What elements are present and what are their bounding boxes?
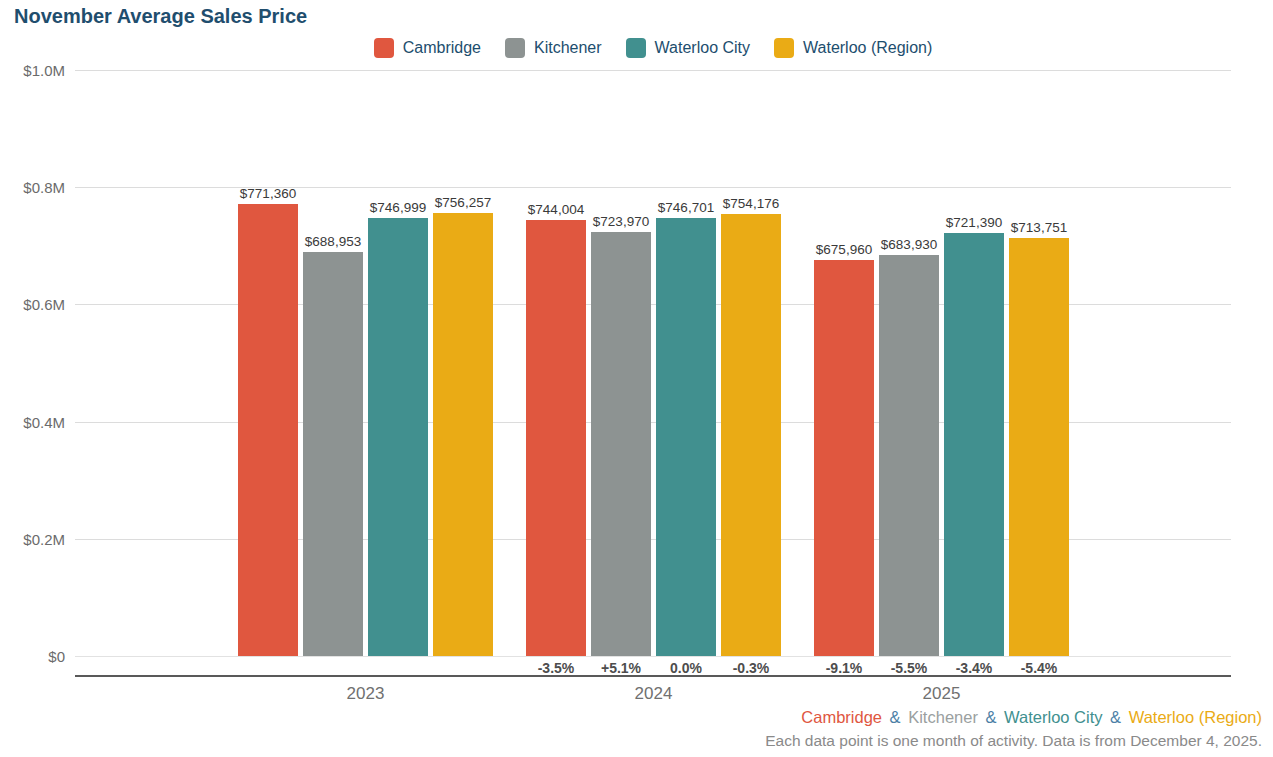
- bar-column: $721,390-3.4%: [944, 233, 1004, 656]
- y-axis-tick-label: $0.6M: [0, 296, 65, 313]
- bar-groups: $771,360$688,953$746,999$756,257$744,004…: [75, 70, 1231, 656]
- chart-footer: Cambridge & Kitchener & Waterloo City & …: [765, 708, 1262, 750]
- bar-column: $723,970+5.1%: [591, 232, 651, 656]
- bar-column: $688,953: [303, 252, 363, 656]
- bar-cambridge-2025[interactable]: [814, 260, 874, 656]
- footer-link-waterloo-city[interactable]: Waterloo City: [1004, 708, 1102, 726]
- bar-cambridge-2024[interactable]: [526, 220, 586, 656]
- legend-item-cambridge[interactable]: Cambridge: [374, 38, 481, 58]
- x-axis-category-label: 2024: [526, 684, 781, 704]
- bar-value-label: $713,751: [1011, 220, 1067, 235]
- pct-change-label: -9.1%: [826, 660, 863, 676]
- bar-value-label: $721,390: [946, 215, 1002, 230]
- bar-waterloo-region-2024[interactable]: [721, 214, 781, 656]
- chart-title: November Average Sales Price: [14, 5, 307, 28]
- bar-waterloo-region-2025[interactable]: [1009, 238, 1069, 656]
- y-axis-tick-label: $0.8M: [0, 179, 65, 196]
- y-axis-tick-label: $1.0M: [0, 62, 65, 79]
- chart-page: November Average Sales Price Cambridge Ki…: [0, 0, 1273, 757]
- bar-value-label: $771,360: [240, 186, 296, 201]
- y-axis: $1.0M$0.8M$0.6M$0.4M$0.2M$0: [0, 70, 65, 656]
- bar-group-2024: $744,004-3.5%$723,970+5.1%$746,7010.0%$7…: [526, 214, 781, 656]
- pct-change-label: -5.5%: [891, 660, 928, 676]
- bar-column: $744,004-3.5%: [526, 220, 586, 656]
- bar-kitchener-2025[interactable]: [879, 255, 939, 656]
- footer-separator: &: [882, 708, 908, 726]
- bar-column: $746,999: [368, 218, 428, 656]
- bar-group-2023: $771,360$688,953$746,999$756,257: [238, 204, 493, 656]
- legend-swatch-cambridge: [374, 38, 394, 58]
- footer-link-waterloo-region[interactable]: Waterloo (Region): [1129, 708, 1262, 726]
- bar-value-label: $756,257: [435, 195, 491, 210]
- plot-area: $771,360$688,953$746,999$756,257$744,004…: [75, 70, 1231, 656]
- bar-value-label: $723,970: [593, 214, 649, 229]
- pct-change-label: -3.5%: [538, 660, 575, 676]
- bar-column: $675,960-9.1%: [814, 260, 874, 656]
- bar-column: $746,7010.0%: [656, 218, 716, 656]
- bar-value-label: $754,176: [723, 196, 779, 211]
- bar-waterloo-city-2023[interactable]: [368, 218, 428, 656]
- pct-change-label: +5.1%: [601, 660, 641, 676]
- y-axis-tick-label: $0: [0, 648, 65, 665]
- pct-change-label: -0.3%: [733, 660, 770, 676]
- pct-change-label: -5.4%: [1021, 660, 1058, 676]
- x-axis-labels: 2023 2024 2025: [75, 684, 1231, 704]
- pct-change-label: 0.0%: [670, 660, 702, 676]
- footer-separator: &: [978, 708, 1004, 726]
- bar-column: $756,257: [433, 213, 493, 656]
- x-axis-category-label: 2023: [238, 684, 493, 704]
- bar-column: $713,751-5.4%: [1009, 238, 1069, 656]
- pct-change-label: -3.4%: [956, 660, 993, 676]
- legend-item-waterloo-region[interactable]: Waterloo (Region): [774, 38, 932, 58]
- footer-series-links: Cambridge & Kitchener & Waterloo City & …: [765, 708, 1262, 727]
- footer-link-cambridge[interactable]: Cambridge: [801, 708, 882, 726]
- legend-swatch-kitchener: [505, 38, 525, 58]
- footer-separator: &: [1103, 708, 1129, 726]
- y-axis-tick-label: $0.2M: [0, 530, 65, 547]
- bar-kitchener-2023[interactable]: [303, 252, 363, 656]
- y-axis-tick-label: $0.4M: [0, 413, 65, 430]
- legend-label: Cambridge: [403, 39, 481, 57]
- bar-waterloo-city-2025[interactable]: [944, 233, 1004, 656]
- bar-value-label: $746,999: [370, 200, 426, 215]
- bar-value-label: $675,960: [816, 242, 872, 257]
- bar-group-2025: $675,960-9.1%$683,930-5.5%$721,390-3.4%$…: [814, 233, 1069, 656]
- bar-value-label: $744,004: [528, 202, 584, 217]
- legend-item-kitchener[interactable]: Kitchener: [505, 38, 602, 58]
- bar-column: $754,176-0.3%: [721, 214, 781, 656]
- legend: Cambridge Kitchener Waterloo City Waterloo …: [75, 38, 1231, 58]
- bar-value-label: $746,701: [658, 200, 714, 215]
- bar-cambridge-2023[interactable]: [238, 204, 298, 656]
- bar-value-label: $688,953: [305, 234, 361, 249]
- bar-value-label: $683,930: [881, 237, 937, 252]
- x-axis-category-label: 2025: [814, 684, 1069, 704]
- bar-waterloo-region-2023[interactable]: [433, 213, 493, 656]
- footer-link-kitchener[interactable]: Kitchener: [908, 708, 978, 726]
- legend-label: Waterloo City: [655, 39, 750, 57]
- gridline: [75, 656, 1231, 657]
- legend-swatch-waterloo-city: [626, 38, 646, 58]
- legend-item-waterloo-city[interactable]: Waterloo City: [626, 38, 750, 58]
- footer-note: Each data point is one month of activity…: [765, 732, 1262, 750]
- legend-label: Waterloo (Region): [803, 39, 932, 57]
- bar-waterloo-city-2024[interactable]: [656, 218, 716, 656]
- x-axis-line: [75, 675, 1231, 677]
- bar-kitchener-2024[interactable]: [591, 232, 651, 656]
- legend-label: Kitchener: [534, 39, 602, 57]
- bar-column: $683,930-5.5%: [879, 255, 939, 656]
- bar-column: $771,360: [238, 204, 298, 656]
- legend-swatch-waterloo-region: [774, 38, 794, 58]
